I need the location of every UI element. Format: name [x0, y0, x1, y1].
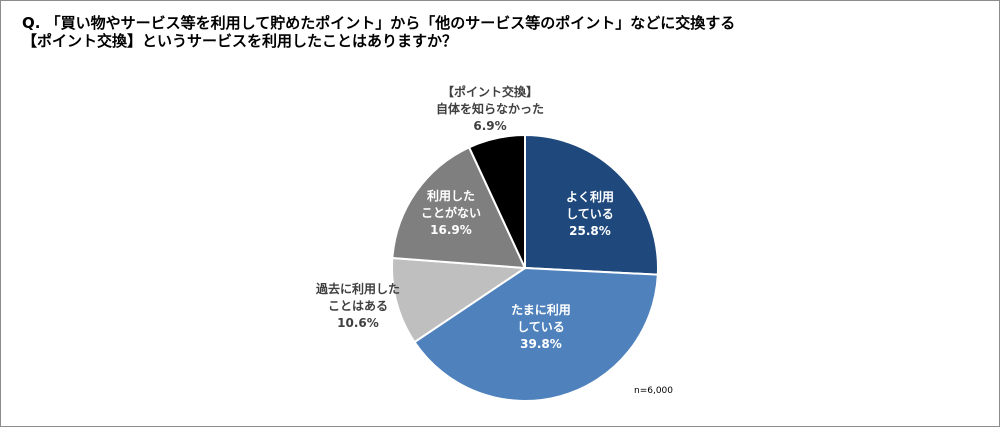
- slice-label-line-3-0: 利用した: [427, 188, 475, 203]
- slice-value-4: 6.9%: [473, 119, 506, 133]
- slice-value-1: 39.8%: [520, 337, 562, 351]
- title-line-1: Q. 「買い物やサービス等を利用して貯めたポイント」から「他のサービス等のポイン…: [22, 14, 736, 32]
- slice-label-line-2-1: ことはある: [328, 299, 388, 313]
- pie-slice-3: [391, 145, 527, 270]
- slice-label-line-0-1: している: [566, 207, 614, 221]
- slice-label-3: 利用したことがない 16.9%: [421, 188, 481, 237]
- pie-slice-4: [467, 133, 526, 269]
- slice-label-2: 過去に利用したことはある 10.6%: [315, 281, 400, 330]
- slice-label-4: 【ポイント交換】自体を知らなかった 6.9%: [436, 84, 544, 133]
- slice-value-0: 25.8%: [569, 224, 611, 238]
- chart-title: Q. 「買い物やサービス等を利用して貯めたポイント」から「他のサービス等のポイン…: [22, 14, 962, 50]
- slice-value-3: 16.9%: [430, 223, 472, 237]
- slice-label-line-2-0: 過去に利用した: [315, 281, 400, 296]
- slice-label-line-0-0: よく利用: [566, 189, 614, 204]
- pie-slice-2: [391, 256, 528, 344]
- slice-label-line-4-0: 【ポイント交換】: [442, 84, 538, 99]
- slice-label-0: よく利用している 25.8%: [566, 189, 614, 238]
- title-line-2: 【ポイント交換】というサービスを利用したことはありますか？: [22, 32, 458, 50]
- sample-size-note: n=6,000: [634, 386, 674, 396]
- pie-slice-0: [524, 133, 659, 276]
- slice-label-1: たまに利用している 39.8%: [511, 302, 571, 351]
- pie-slice-1: [413, 266, 659, 402]
- slice-label-line-4-1: 自体を知らなかった: [436, 101, 544, 116]
- slice-label-line-3-1: ことがない: [421, 205, 481, 220]
- slice-label-line-1-1: している: [517, 320, 565, 334]
- slice-label-line-1-0: たまに利用: [511, 302, 571, 317]
- slice-value-2: 10.6%: [337, 316, 379, 330]
